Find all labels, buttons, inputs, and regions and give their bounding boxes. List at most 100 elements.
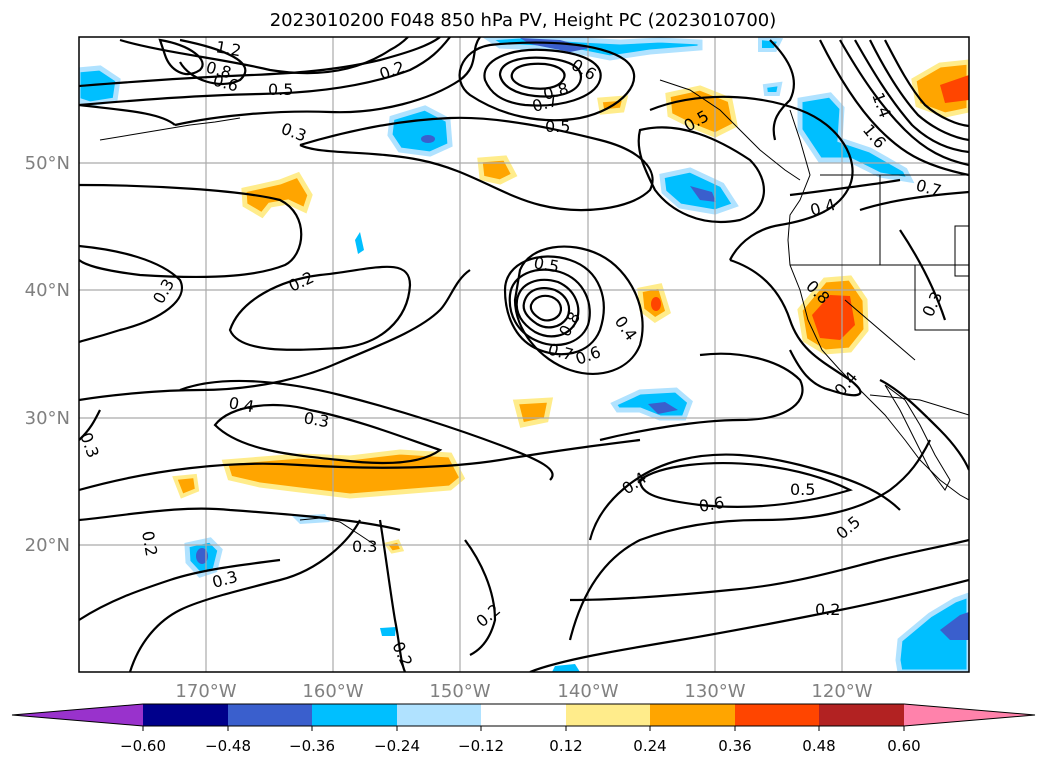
lon-label: 130°W (684, 681, 745, 702)
alaska-panhandle (659, 79, 801, 181)
contour-line (729, 258, 862, 397)
shade-negative (758, 37, 784, 52)
shade-negative (762, 81, 783, 96)
lon-label: 120°W (811, 681, 872, 702)
baja-peninsula (884, 384, 951, 491)
lat-label: 30°N (25, 408, 70, 429)
contour-line (79, 37, 451, 107)
lon-label: 160°W (302, 681, 363, 702)
contour-line (79, 37, 441, 88)
coastlines (99, 79, 969, 546)
contour-line (508, 268, 591, 347)
shade-negative (648, 402, 678, 414)
shade-negative (421, 135, 435, 143)
colorbar-segment (228, 704, 312, 726)
contour-line (789, 178, 901, 197)
lat-label: 40°N (25, 280, 70, 301)
colorbar-tick-label: 0.48 (802, 737, 835, 755)
contour-label: 0.3 (76, 430, 103, 460)
contour-line (839, 39, 969, 167)
box-marker (954, 225, 969, 277)
contour-line (869, 39, 969, 142)
contour-line (588, 453, 901, 541)
contour-line (79, 269, 471, 402)
colorbar-segment (819, 704, 904, 726)
contour-line (299, 116, 654, 212)
contour-line (158, 38, 204, 76)
shade-negative (690, 186, 716, 202)
contour-label: 0.5 (545, 117, 570, 136)
contour-label: 0.4 (227, 393, 255, 416)
contour-line (179, 379, 554, 481)
contour-line (637, 126, 765, 224)
contour-line (899, 229, 947, 321)
contour-line (464, 539, 497, 656)
colorbar-max-extend (904, 704, 1035, 726)
contour-line (79, 183, 303, 279)
colorbar-segment (735, 704, 819, 726)
colorbar-segment (143, 704, 228, 726)
colorbar-tick-label: 0.60 (887, 737, 920, 755)
pv-shading (79, 37, 969, 672)
shade-negative (387, 105, 453, 157)
shade-negative (552, 664, 580, 672)
contour-line (79, 409, 101, 441)
contour-line (378, 519, 407, 672)
shade-negative (380, 627, 396, 636)
contour-line (498, 56, 583, 98)
colorbar-segment (312, 704, 397, 726)
contour-label: 1.2 (214, 37, 242, 60)
shade-positive (172, 473, 200, 499)
colorbar-tick-label: −0.12 (458, 737, 504, 755)
shade-negative (895, 592, 969, 672)
lon-label: 140°W (557, 681, 618, 702)
contour-line (458, 41, 636, 122)
contour-label: 0.3 (302, 408, 330, 431)
shade-positive (812, 295, 855, 340)
shade-positive (241, 171, 313, 219)
contour-line (483, 48, 602, 107)
shade-positive (651, 297, 661, 311)
aleutian-islands (99, 117, 241, 141)
contour-line (174, 37, 481, 127)
contour-line (503, 255, 605, 356)
contour-line (79, 438, 641, 492)
lat-label: 50°N (25, 153, 70, 174)
contour-label: 0.2 (815, 600, 840, 619)
contour-line (529, 294, 563, 322)
contour-line (529, 578, 969, 672)
colorbar-tick-label: −0.48 (205, 737, 251, 755)
contour-line (79, 103, 176, 126)
colorbar-tick-label: −0.24 (374, 737, 420, 755)
contour-line (854, 39, 969, 154)
contour-label: 0.5 (532, 253, 560, 276)
contour-line (119, 37, 409, 75)
shade-negative (355, 232, 364, 254)
colorbar-tick-label: −0.60 (120, 737, 166, 755)
contour-line (879, 379, 969, 471)
contour-line (179, 38, 247, 85)
colorbar-segment (566, 704, 650, 726)
shade-positive (940, 75, 969, 103)
lon-label: 150°W (429, 681, 490, 702)
contour-line (569, 538, 969, 602)
contour-line (79, 244, 183, 344)
contour-line (769, 39, 795, 141)
colorbar-tick-label: −0.36 (289, 737, 335, 755)
colorbar: −0.60 −0.48 −0.36 −0.24 −0.12 0.12 0.24 … (11, 703, 1036, 755)
contour-line (522, 286, 571, 329)
colorbar-min-extend (12, 704, 143, 726)
colorbar-segment (650, 704, 735, 726)
contour-label: 0.5 (268, 80, 293, 99)
height-contours (79, 37, 969, 672)
contour-line (228, 265, 412, 351)
contour-line (649, 95, 854, 261)
contour-line (568, 439, 931, 641)
contour-line (638, 462, 853, 508)
contour-line (213, 403, 443, 465)
contour-line (859, 190, 969, 212)
shade-negative (940, 612, 969, 640)
contour-line (79, 558, 281, 621)
